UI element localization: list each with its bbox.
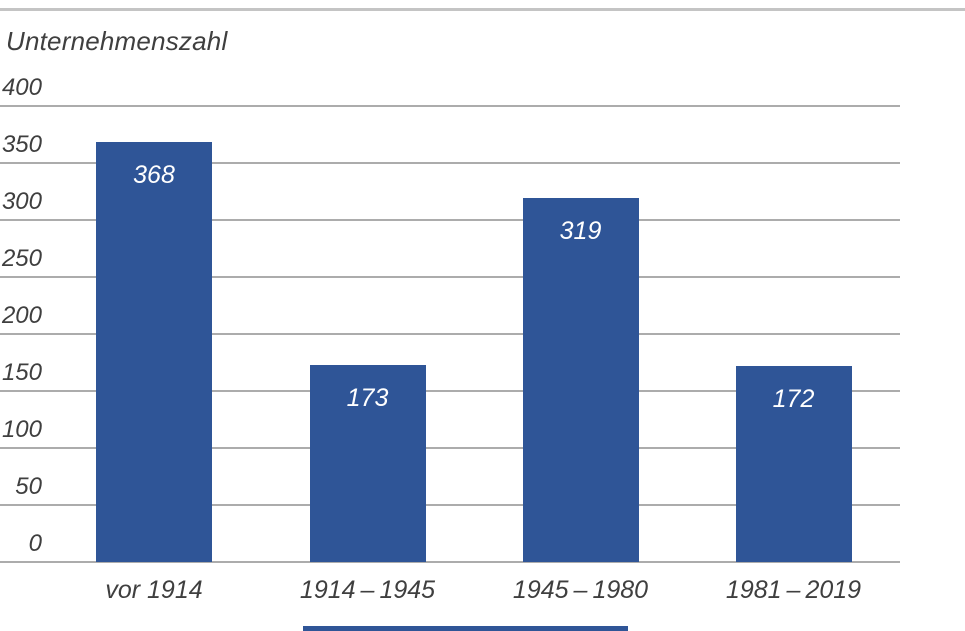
gridline-250 — [0, 276, 900, 278]
bar-1: 368 — [96, 142, 212, 562]
x-category-label-2: 1914 – 1945 — [299, 576, 436, 604]
y-tick-label-300: 300 — [1, 188, 42, 215]
x-category-label-1: vor 1914 — [105, 576, 203, 604]
bar-value-label-1: 368 — [133, 161, 175, 190]
bar-4: 172 — [735, 365, 852, 562]
y-tick-label-200: 200 — [1, 302, 42, 329]
bar-value-label-2: 173 — [346, 383, 389, 412]
gridline-300 — [0, 219, 900, 221]
gridline-150 — [0, 390, 900, 392]
gridline-200 — [0, 333, 900, 335]
y-tick-label-50: 50 — [15, 473, 42, 500]
y-tick-label-250: 250 — [1, 245, 42, 272]
x-category-label-3: 1945 – 1980 — [512, 576, 649, 604]
y-tick-label-350: 350 — [1, 131, 42, 158]
y-tick-label-100: 100 — [1, 416, 42, 443]
y-tick-label-0: 0 — [28, 530, 42, 557]
top-divider-rule — [0, 8, 965, 11]
bar-value-label-3: 319 — [559, 217, 602, 246]
gridline-350 — [0, 162, 900, 164]
y-axis-title: Unternehmenszahl — [6, 26, 228, 56]
gridline-100 — [0, 447, 900, 449]
gridline-0 — [0, 561, 900, 563]
cropped-bar-fragment — [303, 626, 628, 631]
gridline-400 — [0, 105, 900, 107]
gridline-50 — [0, 504, 900, 506]
x-category-label-4: 1981 – 2019 — [725, 576, 862, 604]
bar-2: 173 — [309, 364, 426, 562]
bar-value-label-4: 172 — [772, 384, 815, 413]
y-tick-label-400: 400 — [1, 74, 42, 101]
bar-3: 319 — [522, 198, 639, 562]
y-tick-label-150: 150 — [1, 359, 42, 386]
